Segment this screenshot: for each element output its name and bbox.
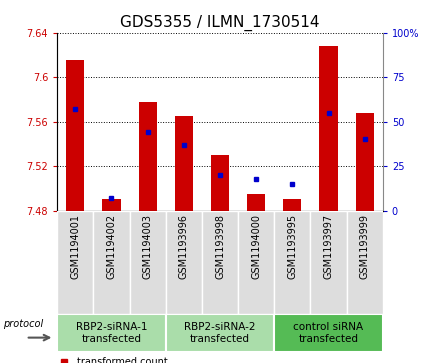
Bar <box>57 211 93 314</box>
Bar <box>103 199 121 211</box>
Text: GSM1193998: GSM1193998 <box>215 214 225 279</box>
Bar <box>166 211 202 314</box>
Text: GSM1193996: GSM1193996 <box>179 214 189 279</box>
Bar <box>274 314 383 352</box>
Bar <box>347 211 383 314</box>
Bar <box>166 314 274 352</box>
Bar <box>175 116 193 211</box>
Text: GSM1193999: GSM1193999 <box>360 214 370 279</box>
Text: RBP2-siRNA-1
transfected: RBP2-siRNA-1 transfected <box>76 322 147 344</box>
Bar <box>238 211 274 314</box>
Text: GSM1194003: GSM1194003 <box>143 214 153 279</box>
Text: control siRNA
transfected: control siRNA transfected <box>293 322 363 344</box>
Bar <box>211 155 229 211</box>
Bar <box>311 211 347 314</box>
Text: GSM1194001: GSM1194001 <box>70 214 80 279</box>
Bar <box>93 211 129 314</box>
Bar <box>274 211 311 314</box>
Bar <box>66 61 84 211</box>
Text: GSM1193995: GSM1193995 <box>287 214 297 279</box>
Bar <box>283 199 301 211</box>
Text: transformed count: transformed count <box>77 357 168 363</box>
Bar <box>356 113 374 211</box>
Text: GSM1193997: GSM1193997 <box>323 214 334 279</box>
Bar <box>129 211 166 314</box>
Bar <box>247 194 265 211</box>
Bar <box>57 314 166 352</box>
Text: RBP2-siRNA-2
transfected: RBP2-siRNA-2 transfected <box>184 322 256 344</box>
Text: GSM1194000: GSM1194000 <box>251 214 261 279</box>
Title: GDS5355 / ILMN_1730514: GDS5355 / ILMN_1730514 <box>120 15 320 31</box>
Bar <box>202 211 238 314</box>
Text: GSM1194002: GSM1194002 <box>106 214 117 279</box>
Bar <box>139 102 157 211</box>
Bar <box>319 46 337 211</box>
Text: protocol: protocol <box>3 318 43 329</box>
